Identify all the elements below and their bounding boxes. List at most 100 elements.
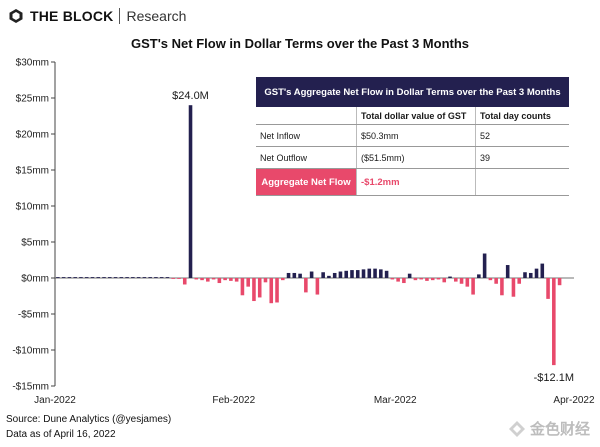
the-block-logo-icon	[9, 9, 23, 23]
x-tick-label: Mar-2022	[374, 395, 417, 406]
bar	[355, 270, 360, 278]
bar	[90, 277, 95, 278]
bar	[471, 278, 475, 295]
bar	[350, 270, 354, 278]
bar	[425, 278, 429, 281]
bar	[430, 278, 435, 281]
bar	[165, 277, 170, 278]
brand: THE BLOCK Research	[8, 6, 186, 26]
bar	[263, 278, 268, 283]
aggregate-value: -$1.2mm	[356, 168, 476, 196]
bar	[269, 278, 274, 304]
bar	[211, 278, 216, 280]
bar	[557, 278, 562, 286]
bar	[286, 272, 291, 278]
x-tick-label: Feb-2022	[212, 395, 255, 406]
brand-separator	[119, 8, 121, 24]
bar	[257, 278, 262, 298]
aggregate-row: Aggregate Net Flow -$1.2mm	[256, 168, 569, 196]
bar	[511, 278, 516, 297]
bar	[540, 263, 545, 278]
row-value: $50.3mm	[356, 124, 476, 147]
bar-annotation-label: -$12.1M	[534, 372, 574, 384]
bar	[275, 278, 279, 303]
bar	[188, 105, 193, 278]
bar	[517, 278, 522, 284]
summary-header-row: Total dollar value of GST Total day coun…	[256, 107, 569, 125]
bar	[396, 278, 400, 282]
bar	[281, 278, 285, 281]
bar	[73, 277, 77, 278]
y-tick-label: $0mm	[21, 274, 49, 285]
brand-name: THE BLOCK	[30, 8, 114, 24]
bar	[454, 278, 458, 282]
y-tick-label: -$15mm	[12, 382, 49, 393]
bar	[534, 268, 539, 278]
bar	[494, 278, 498, 284]
bar	[413, 278, 418, 281]
bar	[56, 277, 60, 278]
bar	[84, 277, 89, 278]
bar	[332, 272, 337, 278]
brand-subtitle: Research	[126, 8, 187, 24]
table-row: Net Outflow ($51.5mm) 39	[256, 146, 569, 169]
bar	[102, 277, 106, 278]
summary-table-title: GST's Aggregate Net Flow in Dollar Terms…	[256, 77, 569, 107]
bar	[234, 278, 239, 282]
bar	[298, 273, 302, 278]
source-note: Source: Dune Analytics (@yesjames)	[6, 414, 172, 425]
summary-table: GST's Aggregate Net Flow in Dollar Terms…	[256, 77, 569, 196]
bar	[315, 278, 320, 295]
y-tick-label: -$10mm	[12, 346, 49, 357]
bar	[344, 270, 349, 278]
bar	[361, 269, 366, 278]
data-date-note: Data as of April 16, 2022	[6, 429, 116, 440]
bar	[436, 278, 441, 280]
bar	[194, 278, 199, 280]
bar	[373, 268, 377, 278]
y-tick-label: -$5mm	[18, 310, 49, 321]
bar	[459, 278, 464, 284]
bar-annotation-label: $24.0M	[172, 90, 209, 102]
bar	[206, 278, 210, 282]
bar	[390, 278, 395, 280]
bar	[177, 278, 181, 279]
bar	[246, 278, 250, 287]
bar	[142, 277, 147, 278]
bar	[528, 272, 533, 278]
bar	[327, 275, 331, 278]
bar	[182, 278, 187, 285]
row-label: Net Outflow	[256, 146, 357, 169]
bar	[159, 277, 164, 278]
bar	[465, 278, 470, 287]
bar	[217, 278, 222, 284]
bar	[523, 272, 527, 278]
bar	[79, 277, 83, 278]
row-label: Net Inflow	[256, 124, 357, 147]
summary-col-head-0	[256, 107, 357, 125]
bar	[500, 278, 504, 296]
bar	[148, 277, 152, 278]
watermark-text: 金色财经	[529, 421, 590, 438]
bar	[252, 278, 256, 302]
bar	[407, 273, 412, 278]
bar	[309, 271, 314, 278]
bar	[154, 277, 158, 278]
row-count: 39	[475, 146, 569, 169]
bar	[442, 278, 447, 283]
bar	[477, 274, 481, 278]
bar	[200, 278, 204, 281]
y-tick-label: $30mm	[16, 58, 49, 69]
bar	[108, 277, 112, 278]
bar	[488, 278, 493, 281]
table-row: Net Inflow $50.3mm 52	[256, 124, 569, 147]
x-tick-label: Jan-2022	[34, 395, 76, 406]
bar	[171, 278, 176, 279]
watermark: 金色财经	[508, 418, 590, 439]
bar	[96, 277, 101, 278]
bar	[119, 277, 124, 278]
bar	[136, 277, 141, 278]
bar	[321, 272, 325, 278]
summary-col-head-2: Total day counts	[475, 107, 569, 125]
row-count: 52	[475, 124, 569, 147]
